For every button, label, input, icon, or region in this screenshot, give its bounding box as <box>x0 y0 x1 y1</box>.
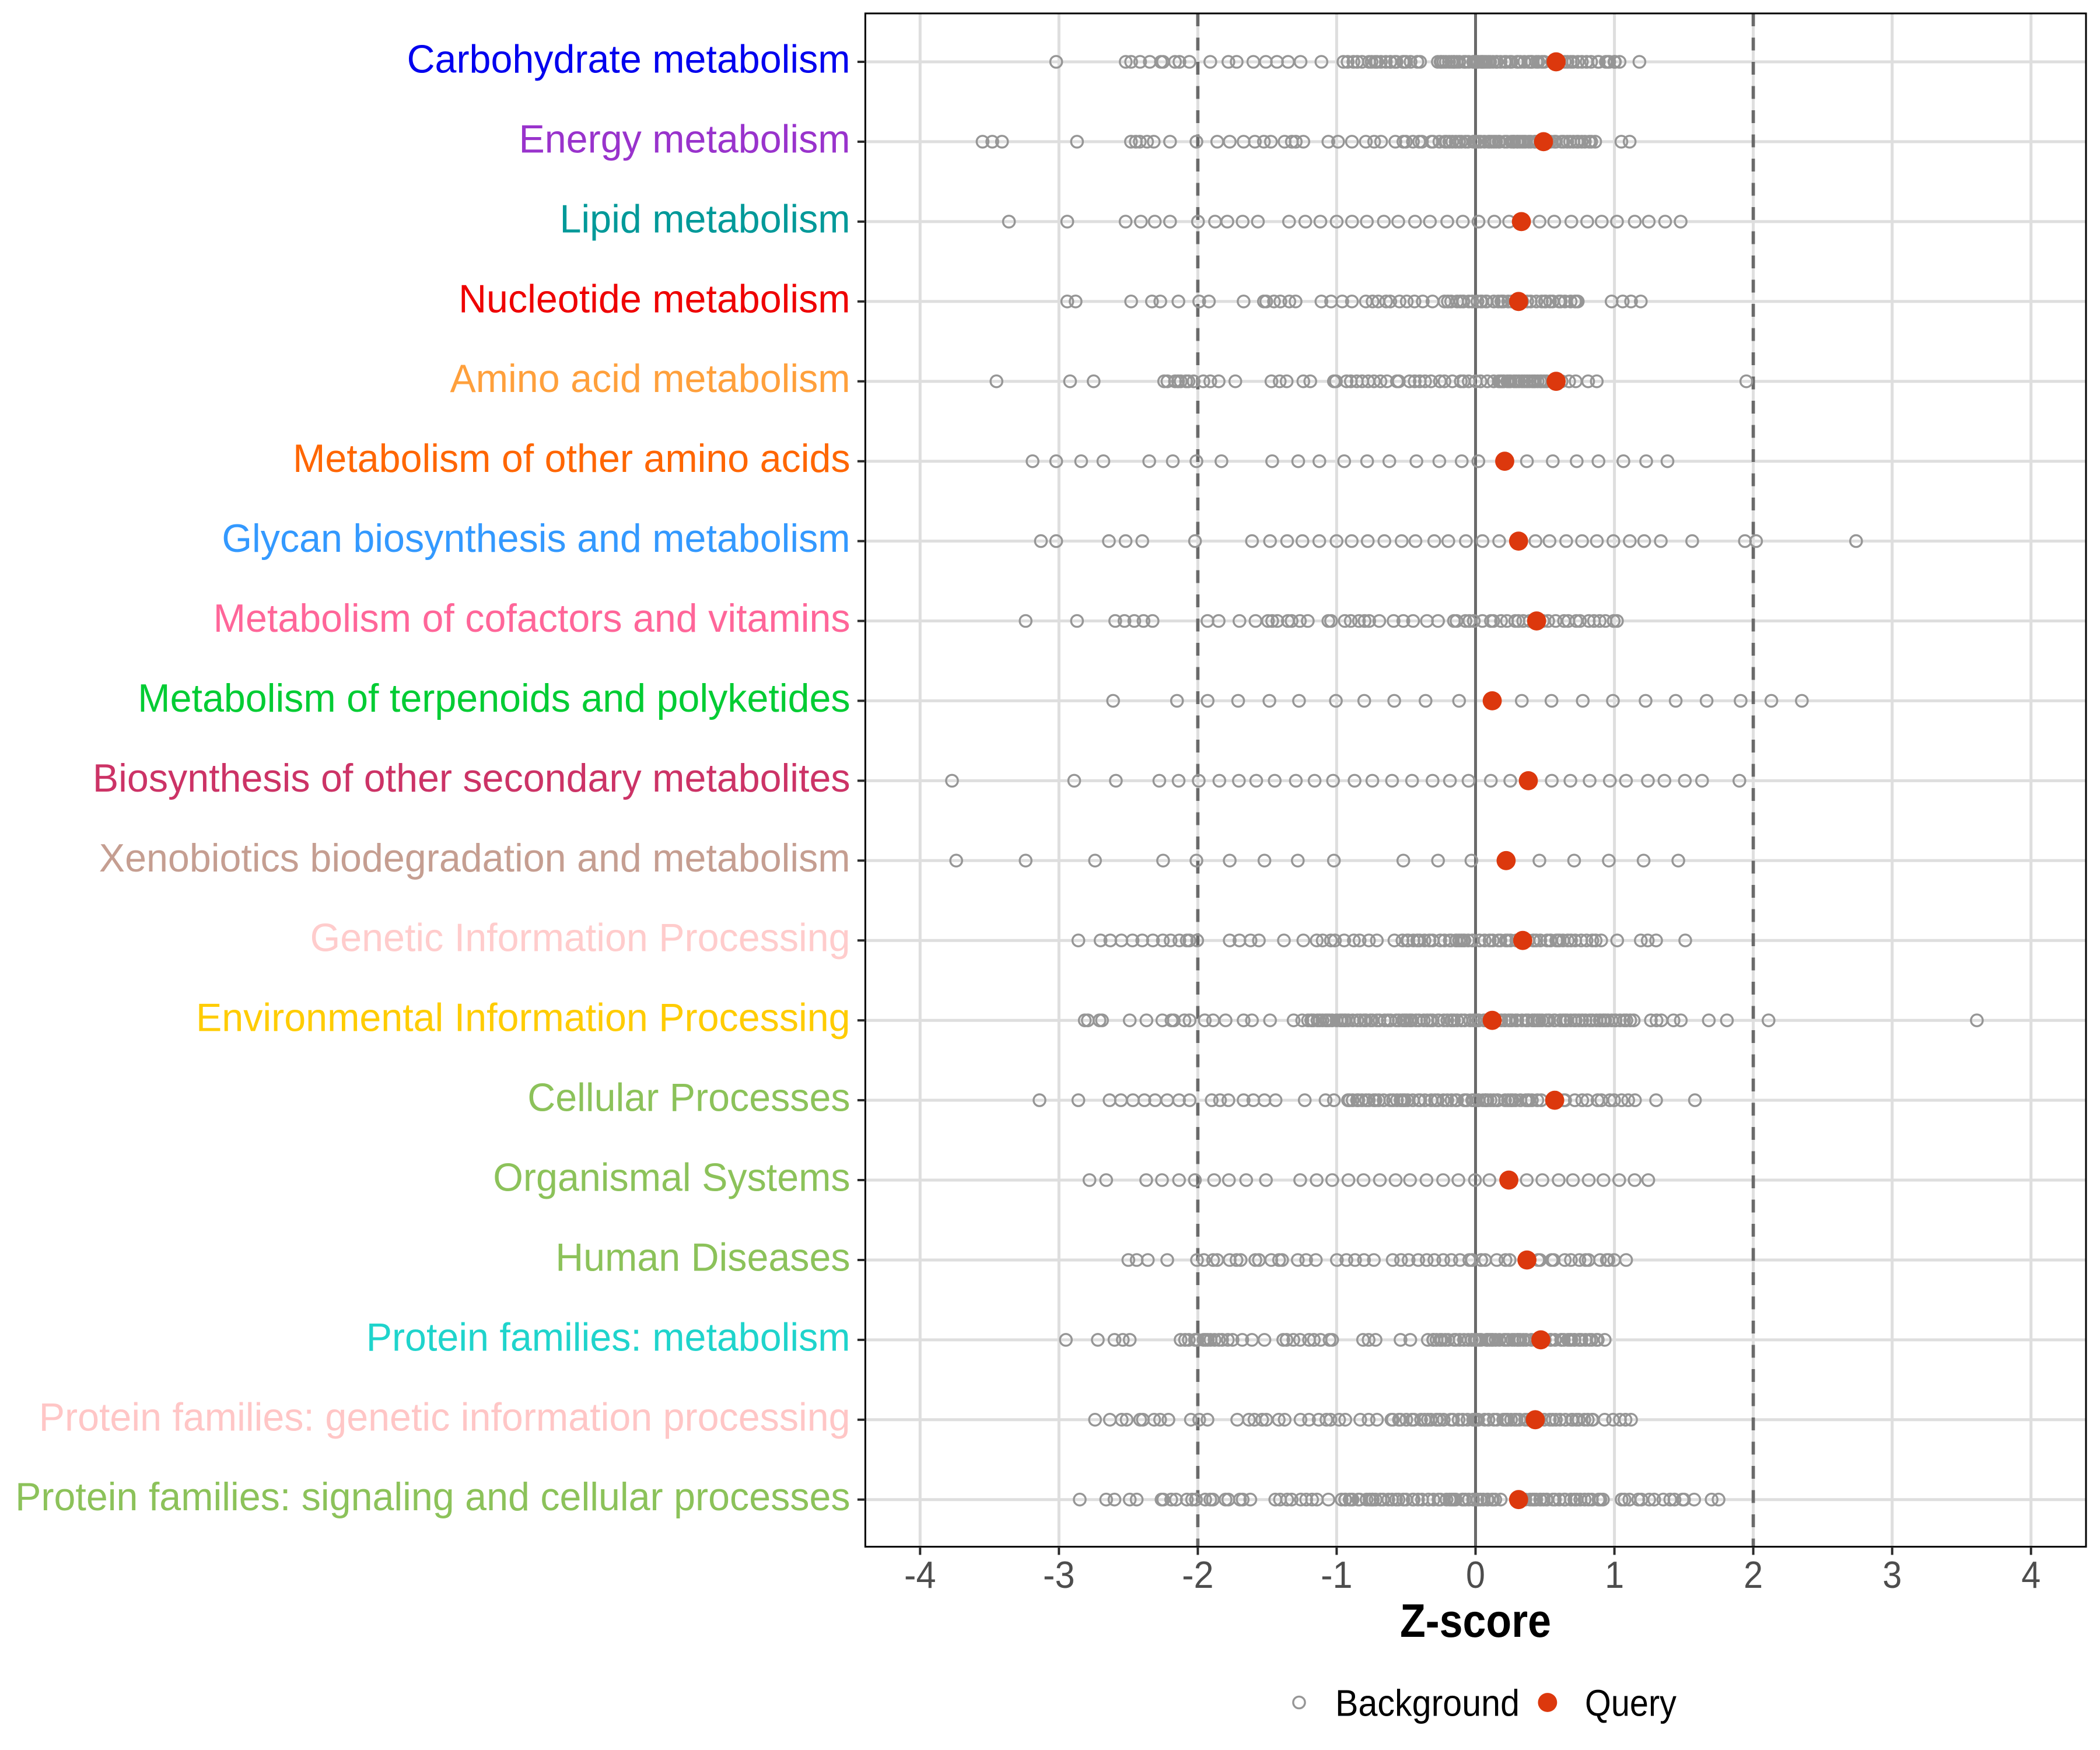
svg-text:Protein families: signaling an: Protein families: signaling and cellular… <box>15 1475 850 1519</box>
svg-text:Xenobiotics biodegradation and: Xenobiotics biodegradation and metabolis… <box>99 836 850 880</box>
svg-text:Metabolism of cofactors and vi: Metabolism of cofactors and vitamins <box>214 596 850 640</box>
svg-text:2: 2 <box>1744 1554 1763 1596</box>
svg-text:3: 3 <box>1882 1554 1902 1596</box>
svg-text:Metabolism of terpenoids and p: Metabolism of terpenoids and polyketides <box>138 676 850 720</box>
svg-text:Cellular Processes: Cellular Processes <box>527 1076 850 1120</box>
svg-text:Protein families: metabolism: Protein families: metabolism <box>366 1315 850 1359</box>
svg-text:Protein families: genetic info: Protein families: genetic information pr… <box>39 1395 850 1439</box>
svg-text:Amino acid metabolism: Amino acid metabolism <box>450 356 850 401</box>
svg-text:Nucleotide metabolism: Nucleotide metabolism <box>459 276 850 321</box>
svg-text:Human Diseases: Human Diseases <box>555 1236 850 1280</box>
svg-text:-2: -2 <box>1182 1554 1214 1596</box>
svg-text:Background: Background <box>1335 1682 1520 1724</box>
svg-text:-3: -3 <box>1043 1554 1075 1596</box>
svg-text:Glycan biosynthesis and metabo: Glycan biosynthesis and metabolism <box>222 516 850 561</box>
svg-text:Lipid metabolism: Lipid metabolism <box>560 197 850 241</box>
svg-text:0: 0 <box>1466 1554 1485 1596</box>
svg-text:1: 1 <box>1605 1554 1624 1596</box>
svg-text:-1: -1 <box>1321 1554 1353 1596</box>
svg-text:4: 4 <box>2021 1554 2041 1596</box>
svg-text:Energy metabolism: Energy metabolism <box>519 117 850 161</box>
svg-text:Genetic Information Processing: Genetic Information Processing <box>310 916 850 960</box>
svg-text:Z-score: Z-score <box>1400 1595 1551 1647</box>
svg-text:Carbohydrate metabolism: Carbohydrate metabolism <box>407 37 850 82</box>
svg-text:Environmental Information Proc: Environmental Information Processing <box>196 996 850 1040</box>
svg-text:-4: -4 <box>904 1554 936 1596</box>
svg-text:Biosynthesis of other secondar: Biosynthesis of other secondary metaboli… <box>93 756 850 800</box>
svg-text:Metabolism of other amino acid: Metabolism of other amino acids <box>293 436 850 481</box>
svg-text:Query: Query <box>1585 1682 1676 1724</box>
svg-text:Organismal Systems: Organismal Systems <box>493 1156 850 1200</box>
